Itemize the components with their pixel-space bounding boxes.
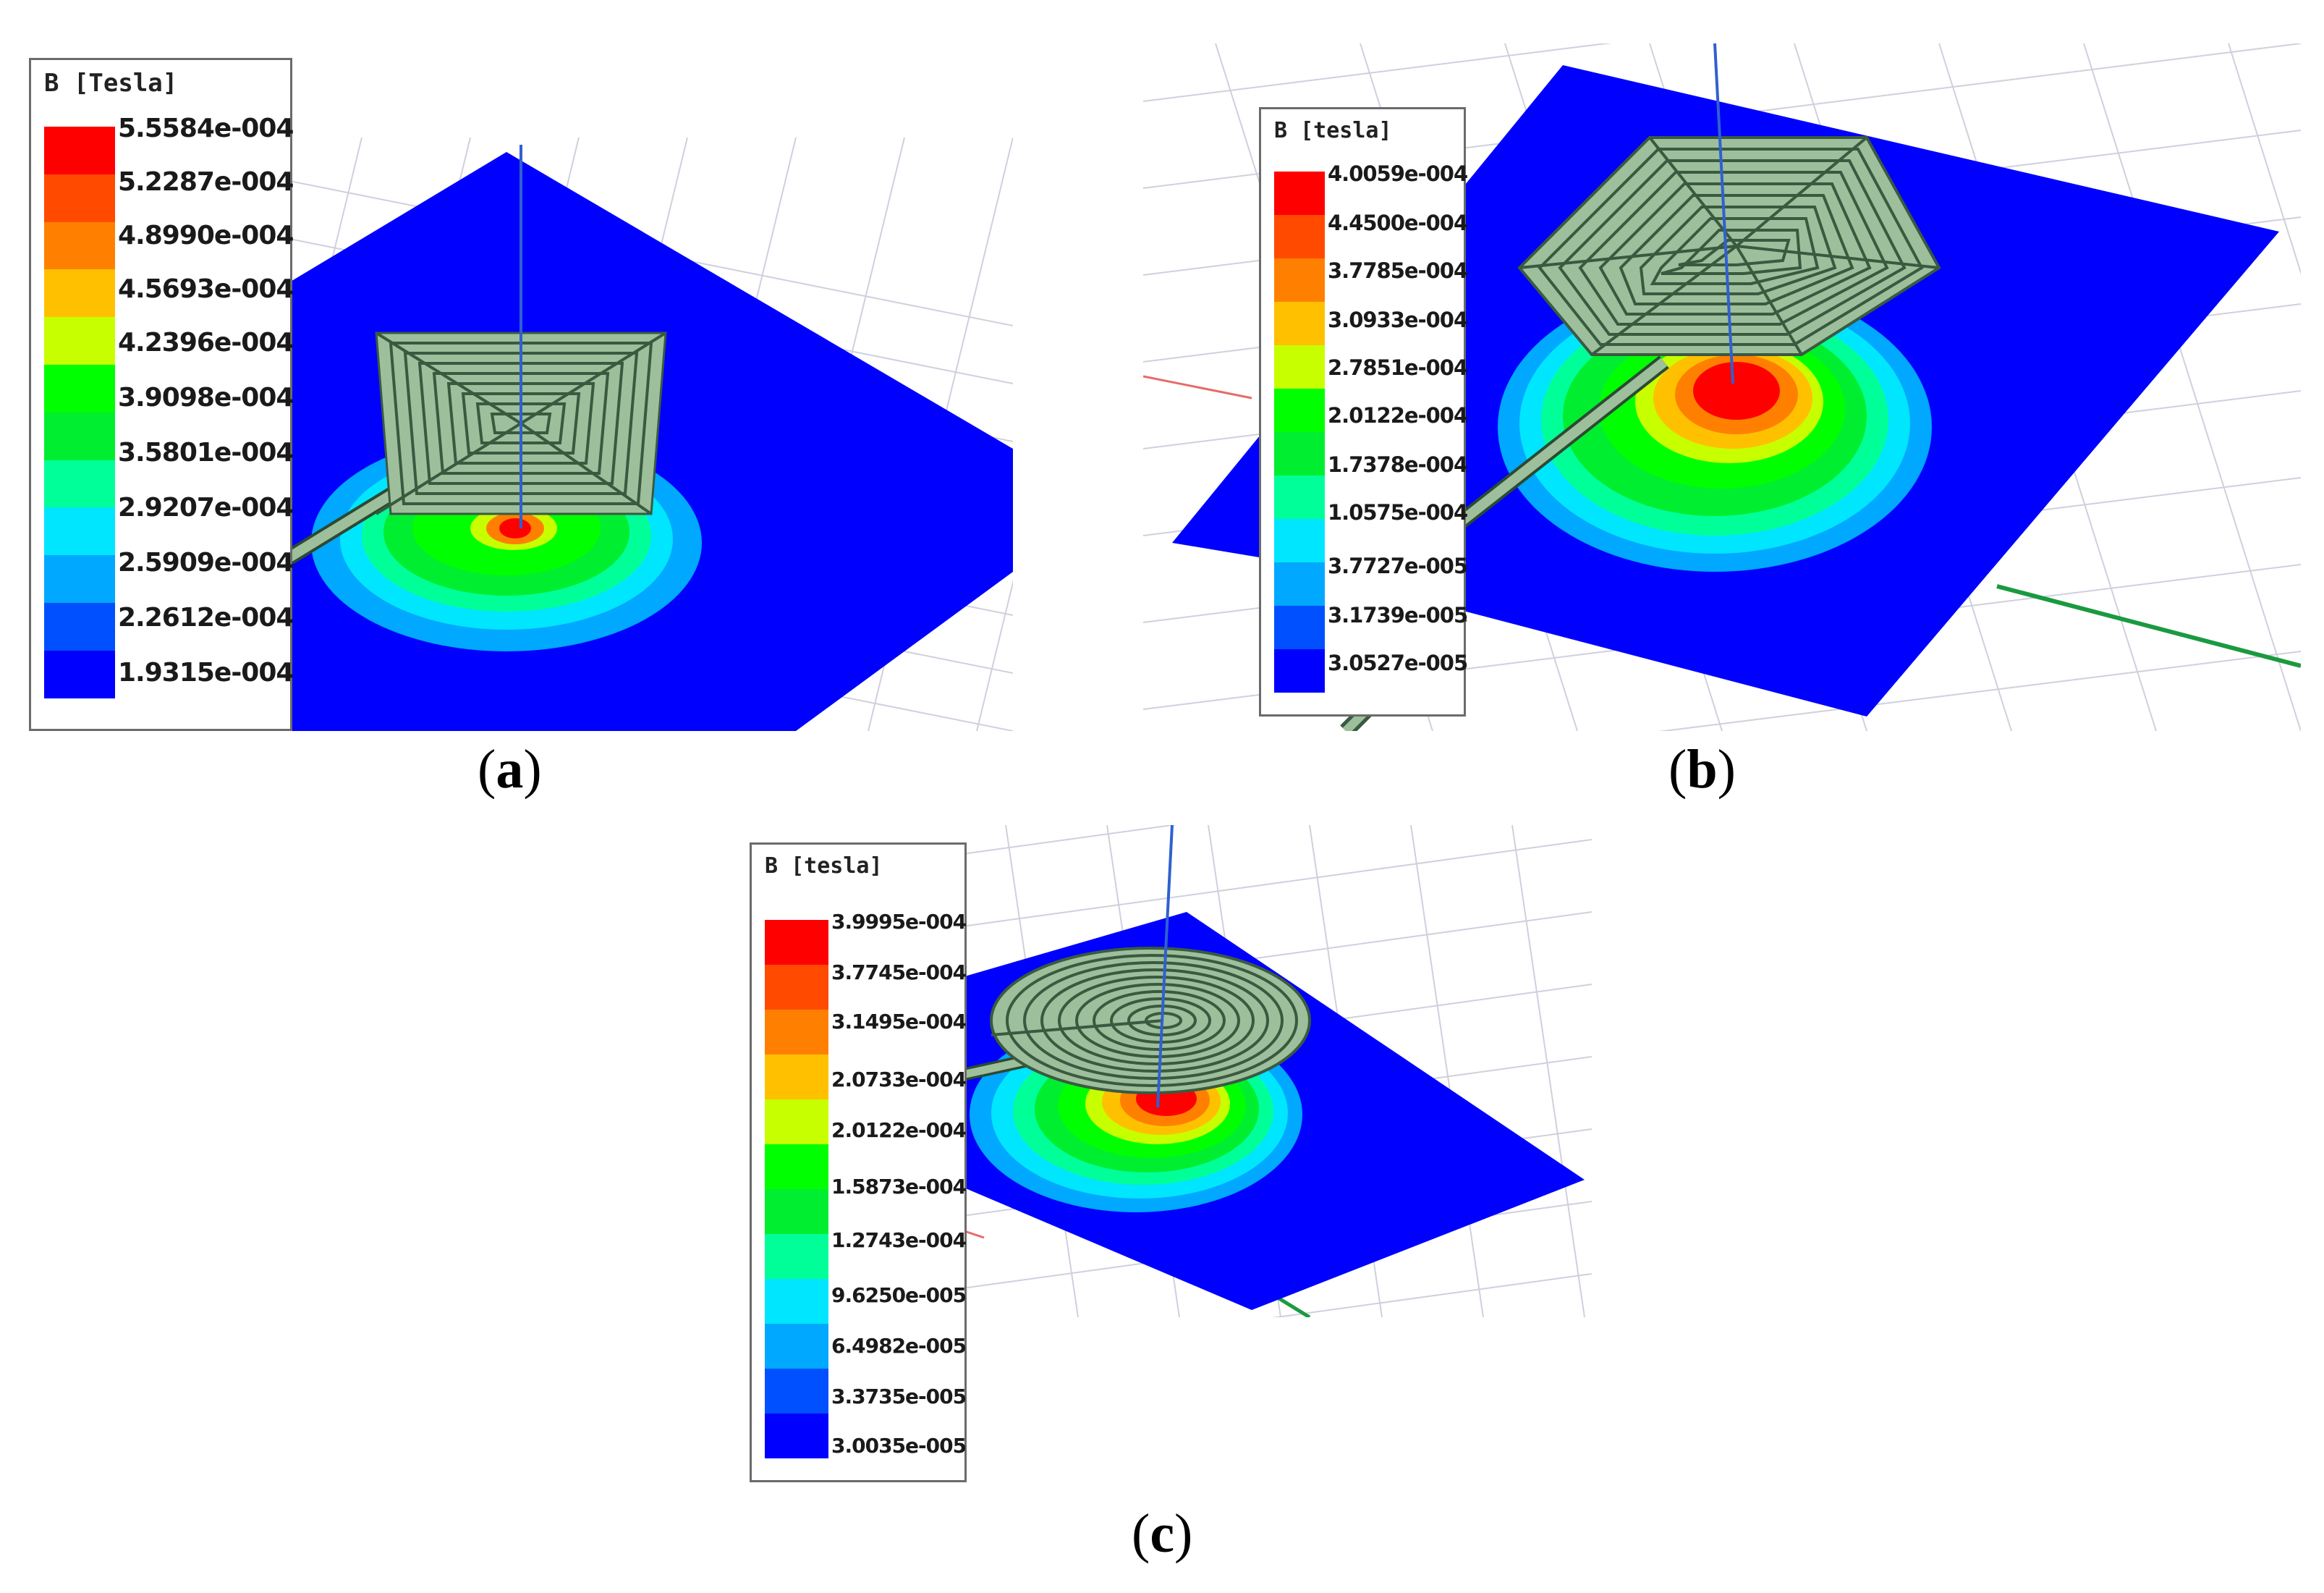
- panel-a-legend-value: 4.2396e-004: [118, 328, 294, 358]
- panel-b-caption-letter: b: [1687, 739, 1718, 800]
- panel-b-legend-value: 4.0059e-004: [1328, 161, 1468, 186]
- panel-c-legend-value: 3.1495e-004: [831, 1010, 967, 1034]
- panel-c-legend: B [tesla] 3.9995e-004 3.7745e-004 3.1495…: [750, 842, 967, 1482]
- panel-a-legend-value: 1.9315e-004: [118, 658, 294, 688]
- panel-a-color-scale: [44, 127, 115, 698]
- panel-b-color-scale: [1274, 172, 1325, 693]
- panel-b-legend-value: 1.7378e-004: [1328, 452, 1468, 477]
- panel-c-caption: (c): [1132, 1503, 1193, 1564]
- panel-b-legend-value: 2.7851e-004: [1328, 355, 1468, 380]
- panel-c-legend-value: 3.3735e-005: [831, 1385, 967, 1408]
- panel-b-legend: B [tesla] 4.0059e-004 4.4500e-004 3.7785…: [1259, 107, 1468, 717]
- panel-a-legend-value: 5.5584e-004: [118, 114, 294, 143]
- panel-c-legend-value: 3.9995e-004: [831, 910, 967, 934]
- panel-a-legend-value: 5.2287e-004: [118, 167, 294, 197]
- panel-c-legend-value: 6.4982e-005: [831, 1334, 967, 1358]
- panel-c-scene: [962, 825, 1592, 1317]
- panel-a-legend-value: 3.5801e-004: [118, 438, 294, 468]
- panel-c-legend-value: 1.5873e-004: [831, 1175, 967, 1199]
- panel-b-legend-value: 2.0122e-004: [1328, 403, 1468, 428]
- panel-b-legend-value: 3.0933e-004: [1328, 308, 1468, 332]
- panel-b-legend-title: B [tesla]: [1274, 118, 1392, 143]
- panel-c-legend-value: 1.2743e-004: [831, 1228, 967, 1252]
- panel-b-legend-value: 3.7727e-005: [1328, 554, 1468, 578]
- panel-a-legend-value: 2.9207e-004: [118, 493, 294, 523]
- panel-b-legend-value: 3.0527e-005: [1328, 651, 1468, 675]
- panel-a-scene: [289, 138, 1013, 731]
- panel-a-caption-letter: a: [496, 739, 524, 800]
- panel-b-legend-value: 3.7785e-004: [1328, 258, 1468, 283]
- panel-a-caption: (a): [478, 739, 542, 800]
- panel-a-legend: B [Tesla] 5.5584e-004 5.2287e-004 4.8990…: [29, 58, 294, 731]
- panel-b-caption: (b): [1668, 739, 1736, 800]
- panel-b-legend-value: 4.4500e-004: [1328, 211, 1468, 235]
- panel-b-legend-value: 3.1739e-005: [1328, 603, 1468, 628]
- panel-a-legend-value: 2.2612e-004: [118, 603, 294, 633]
- panel-c-legend-value: 3.7745e-004: [831, 960, 967, 984]
- panel-a-legend-title: B [Tesla]: [44, 69, 178, 98]
- panel-a-legend-value: 4.8990e-004: [118, 221, 294, 250]
- panel-c-legend-value: 2.0733e-004: [831, 1068, 967, 1091]
- panel-c-legend-value: 2.0122e-004: [831, 1118, 967, 1142]
- panel-b-legend-value: 1.0575e-004: [1328, 500, 1468, 525]
- panel-a-legend-value: 3.9098e-004: [118, 383, 294, 413]
- panel-c-caption-letter: c: [1150, 1503, 1175, 1564]
- panel-c-legend-value: 3.0035e-005: [831, 1434, 967, 1458]
- panel-a-legend-value: 4.5693e-004: [118, 274, 294, 304]
- panel-c-legend-value: 9.6250e-005: [831, 1283, 967, 1307]
- panel-c-legend-title: B [tesla]: [765, 853, 883, 879]
- panel-c-color-scale: [765, 920, 828, 1458]
- panel-a-legend-value: 2.5909e-004: [118, 548, 294, 578]
